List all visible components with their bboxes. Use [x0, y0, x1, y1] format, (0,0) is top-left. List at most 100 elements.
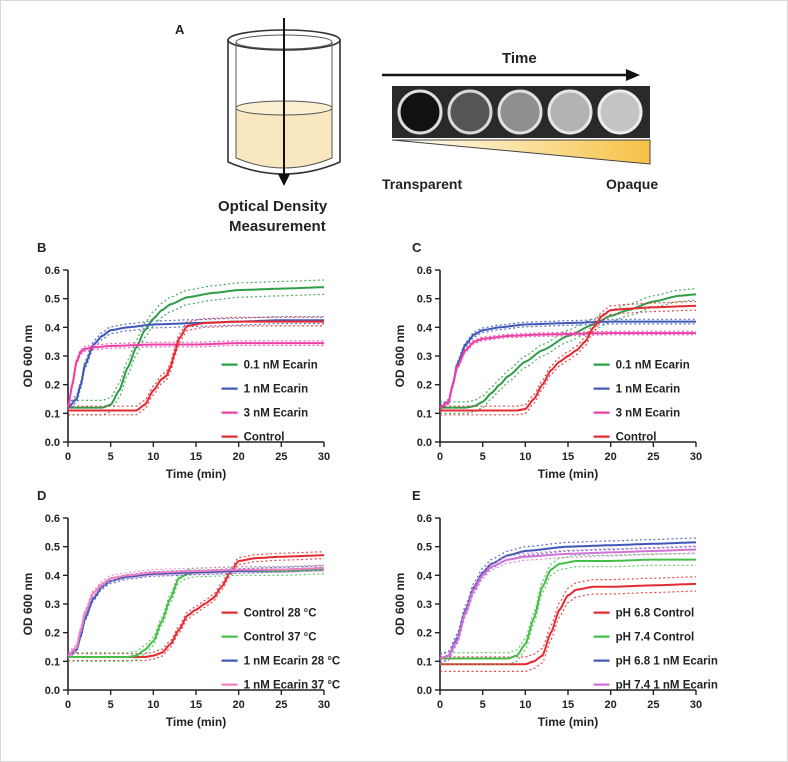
- y-axis-label: OD 600 nm: [393, 325, 407, 388]
- series-lower-band: [67, 323, 324, 412]
- series-line: [67, 567, 324, 657]
- y-tick-label: 0.5: [45, 294, 60, 306]
- well-1: [397, 89, 443, 135]
- y-tick-label: 0.1: [417, 408, 432, 420]
- legend-label: Control 28 °C: [244, 608, 317, 620]
- cuvette-diagram: [227, 18, 341, 186]
- series-lower-band: [68, 573, 324, 662]
- x-tick-label: 30: [690, 699, 702, 711]
- legend-label: 1 nM Ecarin: [616, 384, 681, 396]
- series-lower-band: [440, 564, 696, 665]
- chart-panel-e: 0.0 0.1 0.2 0.3 0.4 0.5 0.6 0 5 10 15 20 25 30 Time (m…: [393, 513, 718, 729]
- x-tick-label: 5: [108, 699, 114, 711]
- panel-letter-b: B: [37, 240, 47, 255]
- x-tick-label: 15: [562, 451, 574, 463]
- legend-label: pH 7.4 1 nM Ecarin: [616, 680, 718, 692]
- panel-letter-d: D: [37, 488, 47, 503]
- y-tick-label: 0.4: [45, 322, 61, 334]
- legend-label: 1 nM Ecarin 28 °C: [244, 656, 341, 668]
- series-lower-band: [440, 590, 696, 672]
- x-axis-label: Time (min): [538, 467, 598, 481]
- x-tick-label: 10: [147, 699, 159, 711]
- series-lower-band: [439, 334, 696, 410]
- series-upper-band: [440, 288, 696, 403]
- y-tick-label: 0.0: [45, 437, 60, 449]
- series-upper-band: [440, 300, 696, 407]
- series-line: [440, 304, 696, 412]
- od-label-line1: Optical Density: [218, 198, 328, 215]
- y-tick-label: 0.5: [417, 542, 432, 554]
- well-2: [447, 89, 493, 135]
- x-tick-label: 0: [437, 451, 443, 463]
- x-axis-label: Time (min): [166, 467, 226, 481]
- series-line: [440, 293, 696, 409]
- y-tick-label: 0.4: [417, 322, 433, 334]
- y-tick-label: 0.6: [417, 265, 432, 277]
- series-upper-band: [440, 553, 696, 654]
- series-lower-band: [68, 325, 324, 416]
- x-tick-label: 20: [605, 699, 617, 711]
- y-tick-label: 0.5: [45, 542, 60, 554]
- y-tick-label: 0.6: [45, 265, 60, 277]
- x-tick-label: 15: [190, 699, 202, 711]
- y-tick-label: 0.1: [45, 656, 60, 668]
- series-lower-band: [68, 293, 324, 416]
- x-tick-label: 5: [108, 451, 114, 463]
- y-axis-label: OD 600 nm: [393, 573, 407, 636]
- x-tick-label: 10: [147, 451, 159, 463]
- series-lower-band: [67, 344, 324, 411]
- series-line: [67, 567, 324, 657]
- series-lower-band: [67, 569, 324, 659]
- legend-label: 1 nM Ecarin 37 °C: [244, 680, 341, 692]
- y-tick-label: 0.1: [417, 656, 432, 668]
- series-upper-band: [440, 576, 696, 658]
- series-upper-band: [439, 537, 696, 655]
- y-tick-label: 0.3: [45, 351, 60, 363]
- series-upper-band: [68, 564, 324, 654]
- y-tick-label: 0.2: [417, 628, 432, 640]
- well-5: [597, 89, 643, 135]
- legend-label: Control 37 °C: [244, 632, 317, 644]
- x-tick-label: 25: [275, 699, 287, 711]
- y-tick-label: 0.3: [417, 351, 432, 363]
- legend-label: 3 nM Ecarin: [616, 408, 681, 420]
- y-tick-label: 0.0: [45, 685, 60, 697]
- x-tick-label: 20: [233, 699, 245, 711]
- x-tick-label: 0: [65, 451, 71, 463]
- y-tick-label: 0.3: [45, 599, 60, 611]
- well-strip: [392, 86, 650, 138]
- y-tick-label: 0.4: [417, 570, 433, 582]
- series-upper-band: [68, 551, 324, 655]
- y-axis-label: OD 600 nm: [21, 325, 35, 388]
- series-lower-band: [440, 309, 696, 416]
- legend-label: 3 nM Ecarin: [244, 408, 309, 420]
- y-tick-label: 0.0: [417, 685, 432, 697]
- x-tick-label: 30: [318, 451, 330, 463]
- transparent-label: Transparent: [382, 176, 463, 192]
- chart-panel-c: 0.0 0.1 0.2 0.3 0.4 0.5 0.6 0 5 10 15 20 25 30 Time (m…: [393, 265, 702, 481]
- x-tick-label: 5: [480, 699, 486, 711]
- y-tick-label: 0.6: [417, 513, 432, 525]
- series-lower-band: [440, 299, 696, 414]
- y-tick-label: 0.2: [417, 380, 432, 392]
- x-tick-label: 0: [437, 699, 443, 711]
- y-tick-label: 0.2: [45, 380, 60, 392]
- series-line: [440, 558, 696, 660]
- x-tick-label: 15: [190, 451, 202, 463]
- opacity-gradient-wedge: [392, 139, 651, 165]
- series-line: [439, 541, 696, 660]
- y-tick-label: 0.6: [45, 513, 60, 525]
- y-tick-label: 0.3: [417, 599, 432, 611]
- x-tick-label: 10: [519, 699, 531, 711]
- y-tick-label: 0.4: [45, 570, 61, 582]
- series-line: [67, 342, 324, 409]
- x-tick-label: 5: [480, 451, 486, 463]
- legend-label: Control: [616, 432, 657, 444]
- legend-label: 0.1 nM Ecarin: [244, 360, 318, 372]
- x-tick-label: 20: [605, 451, 617, 463]
- well-3: [497, 89, 543, 135]
- y-tick-label: 0.5: [417, 294, 432, 306]
- well-4: [547, 89, 593, 135]
- x-tick-label: 25: [647, 451, 659, 463]
- y-tick-label: 0.2: [45, 628, 60, 640]
